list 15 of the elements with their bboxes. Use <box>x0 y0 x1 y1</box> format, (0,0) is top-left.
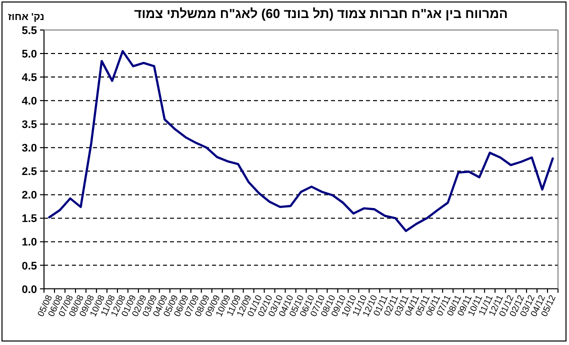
y-tick-label: 2.0 <box>22 190 37 202</box>
y-tick-label: 4.0 <box>22 96 37 108</box>
y-axis-title: נק' אחוז <box>8 12 44 23</box>
y-tick-label: 3.5 <box>22 119 37 132</box>
line-series <box>48 50 554 232</box>
y-tick-label: 4.5 <box>22 72 37 84</box>
y-tick-label: 0.0 <box>22 284 37 296</box>
y-tick-label: 5.5 <box>22 25 37 37</box>
y-tick-label: 1.0 <box>22 236 37 249</box>
y-tick-label: 1.5 <box>22 213 37 226</box>
y-tick-label: 3.0 <box>22 142 37 155</box>
chart-title: המרווח בין אג"ח חברות צמוד (תל בונד 60) לאג"ח ממשלתי צמוד <box>134 6 508 21</box>
y-tick-label: 5.0 <box>22 48 37 61</box>
y-tick-label: 0.5 <box>22 260 37 272</box>
y-tick-label: 2.5 <box>22 166 37 178</box>
